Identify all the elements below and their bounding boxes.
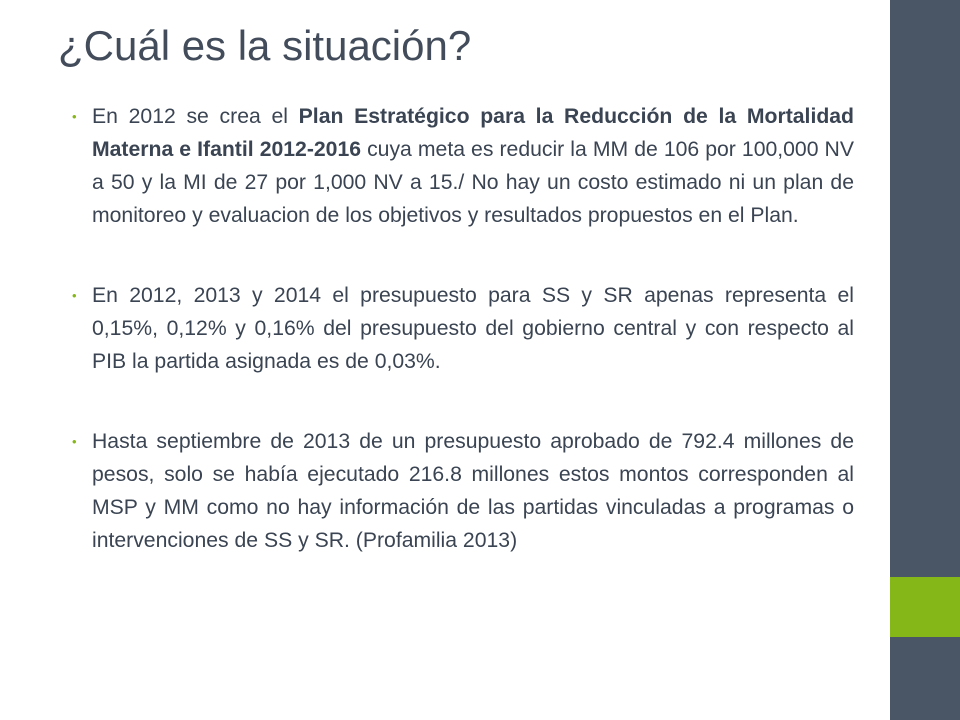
bullet-list: • En 2012 se crea el Plan Estratégico par…	[72, 100, 854, 604]
bullet-dot-icon: •	[72, 288, 77, 303]
bullet-item-plan: • En 2012 se crea el Plan Estratégico par…	[72, 100, 854, 232]
bullet-text-pre: En 2012 se crea el	[92, 105, 299, 128]
bullet-text: Hasta septiembre de 2013 de un presupues…	[92, 430, 854, 552]
bullet-dot-icon: •	[72, 109, 77, 124]
bullet-item-budget: • En 2012, 2013 y 2014 el presupuesto par…	[72, 279, 854, 378]
bullet-text-plan-name: Plan Estratégico para la Reducción de la…	[92, 105, 854, 161]
bullet-item-execution: • Hasta septiembre de 2013 de un presupue…	[72, 425, 854, 557]
slide-title: ¿Cuál es la situación?	[58, 22, 472, 69]
bullet-dot-icon: •	[72, 434, 77, 449]
sidebar-accent-bar	[890, 577, 960, 637]
bullet-text: En 2012, 2013 y 2014 el presupuesto para…	[92, 284, 854, 373]
bullet-text-post: cuya meta es reducir la MM de 106 por 10…	[92, 138, 854, 227]
